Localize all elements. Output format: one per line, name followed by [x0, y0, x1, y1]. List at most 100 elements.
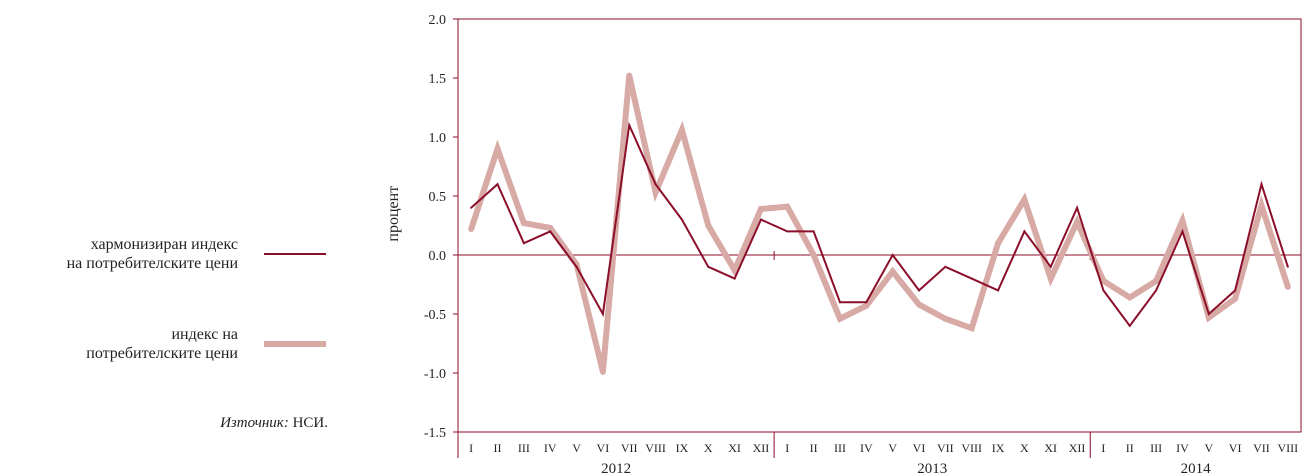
x-tick-label: I	[469, 441, 473, 455]
series-cpi-point	[889, 268, 896, 275]
series-cpi-point	[1153, 277, 1160, 284]
series-hicp-point	[575, 265, 578, 268]
series-cpi-point	[626, 72, 633, 79]
x-tick-label: V	[888, 441, 897, 455]
year-label: 2013	[917, 461, 947, 476]
plot-border	[457, 18, 1302, 433]
series-cpi-point	[784, 203, 791, 210]
series-cpi-line	[468, 74, 1291, 373]
series-hicp-point	[759, 218, 762, 221]
x-tick-label: XII	[753, 441, 770, 455]
year-label: 2014	[1181, 461, 1212, 476]
x-tick-label: II	[810, 441, 818, 455]
x-tick-label: IV	[1176, 441, 1189, 455]
x-tick-label: VI	[597, 441, 610, 455]
year-label: 2012	[601, 461, 631, 476]
series-cpi-point	[1284, 283, 1291, 290]
year-labels: 2012 2013 2014	[601, 461, 1211, 476]
series-hicp-point	[838, 301, 841, 304]
source-value: НСИ.	[288, 415, 328, 431]
series-hicp-point	[1207, 313, 1210, 315]
legend-item-cpi: индекс на потребителските цени	[86, 325, 326, 363]
series-hicp-point	[628, 124, 631, 127]
series-hicp-point	[812, 230, 815, 233]
x-tick-label: III	[518, 441, 530, 455]
series-hicp-point	[1181, 230, 1184, 233]
series-cpi-point	[520, 220, 527, 227]
legend-item-hicp: хармонизиран индекс на потребителските ц…	[67, 235, 326, 273]
series-hicp-point	[496, 183, 499, 186]
legend-label-cpi-line2: потребителските цени	[86, 345, 238, 362]
series-cpi-point	[995, 240, 1002, 247]
series-cpi-point	[678, 126, 685, 133]
series-hicp-point	[470, 206, 473, 209]
x-tick-label: V	[572, 441, 581, 455]
x-tick-label: VII	[621, 441, 638, 455]
series-cpi-point	[863, 302, 870, 309]
series-hicp-point	[970, 277, 973, 280]
zero-line	[458, 251, 1301, 260]
series-hicp-point	[1023, 230, 1026, 233]
x-tick-label: VIII	[645, 441, 666, 455]
series-cpi-point	[1047, 275, 1054, 282]
x-tick-label: VII	[937, 441, 954, 455]
series-cpi-point	[1258, 202, 1265, 209]
series-hicp-point	[1102, 289, 1105, 292]
x-tick-label: VIII	[961, 441, 982, 455]
series-cpi-point	[705, 222, 712, 229]
source-prefix: Източник:	[220, 415, 289, 431]
series-cpi-point	[1126, 294, 1133, 301]
legend-label-cpi: индекс на потребителските цени	[86, 325, 238, 363]
y-axis-label: процент	[385, 186, 402, 242]
x-tick-label: I	[785, 441, 789, 455]
series-cpi-point	[757, 205, 764, 212]
y-tick-label: -0.5	[424, 308, 446, 323]
series-cpi-point	[468, 226, 475, 233]
series-hicp-point	[1076, 206, 1079, 209]
x-tick-label: IV	[860, 441, 873, 455]
series-hicp-point	[707, 265, 710, 268]
x-tick-label: IX	[676, 441, 689, 455]
series-cpi-point	[1179, 217, 1186, 224]
legend-label-hicp: хармонизиран индекс на потребителските ц…	[67, 235, 238, 273]
x-tick-label: II	[494, 441, 502, 455]
series-cpi-point	[810, 252, 817, 258]
series-hicp-point	[997, 289, 1000, 292]
x-tick-label: XI	[1044, 441, 1057, 455]
series-hicp-point	[549, 230, 552, 233]
series-hicp-point	[601, 313, 604, 315]
series-hicp-point	[1155, 289, 1158, 292]
series-hicp-point	[786, 230, 789, 233]
series-lines	[468, 72, 1291, 375]
x-axis-labels: I II III IV V VI VII VIII IX X XI XII I II III IV V VI VII…	[457, 432, 1298, 458]
x-tick-label: I	[1101, 441, 1105, 455]
y-tick-label: 0.5	[429, 190, 447, 205]
y-tick-label: 1.0	[429, 131, 447, 146]
series-cpi-point	[1021, 196, 1028, 203]
series-cpi-point	[547, 224, 554, 231]
x-tick-label: IX	[992, 441, 1005, 455]
x-tick-label: III	[834, 441, 846, 455]
y-tick-label: 1.5	[429, 72, 447, 87]
series-cpi-point	[942, 315, 949, 322]
x-tick-label: VII	[1253, 441, 1270, 455]
series-hicp-line	[470, 121, 1289, 328]
legend-swatch-hicp	[264, 253, 326, 255]
y-tick-label: 2.0	[429, 13, 447, 28]
series-cpi-point	[599, 368, 606, 375]
x-tick-label: V	[1204, 441, 1213, 455]
series-cpi-point	[916, 301, 923, 308]
series-cpi-point	[652, 189, 659, 196]
y-tick-label: -1.0	[424, 367, 446, 382]
series-hicp-point	[1049, 265, 1052, 268]
x-tick-label: XII	[1069, 441, 1086, 455]
y-axis-ticks: 2.0 1.5 1.0 0.5 0.0 -0.5 -1.0 -1.5	[424, 13, 458, 441]
x-tick-label: VI	[913, 441, 926, 455]
x-tick-label: X	[1020, 441, 1029, 455]
y-tick-label: -1.5	[424, 426, 446, 441]
series-hicp-point	[918, 289, 921, 292]
series-cpi-point	[1232, 295, 1239, 302]
series-cpi-point	[494, 145, 501, 152]
legend: хармонизиран индекс на потребителските ц…	[0, 0, 340, 476]
